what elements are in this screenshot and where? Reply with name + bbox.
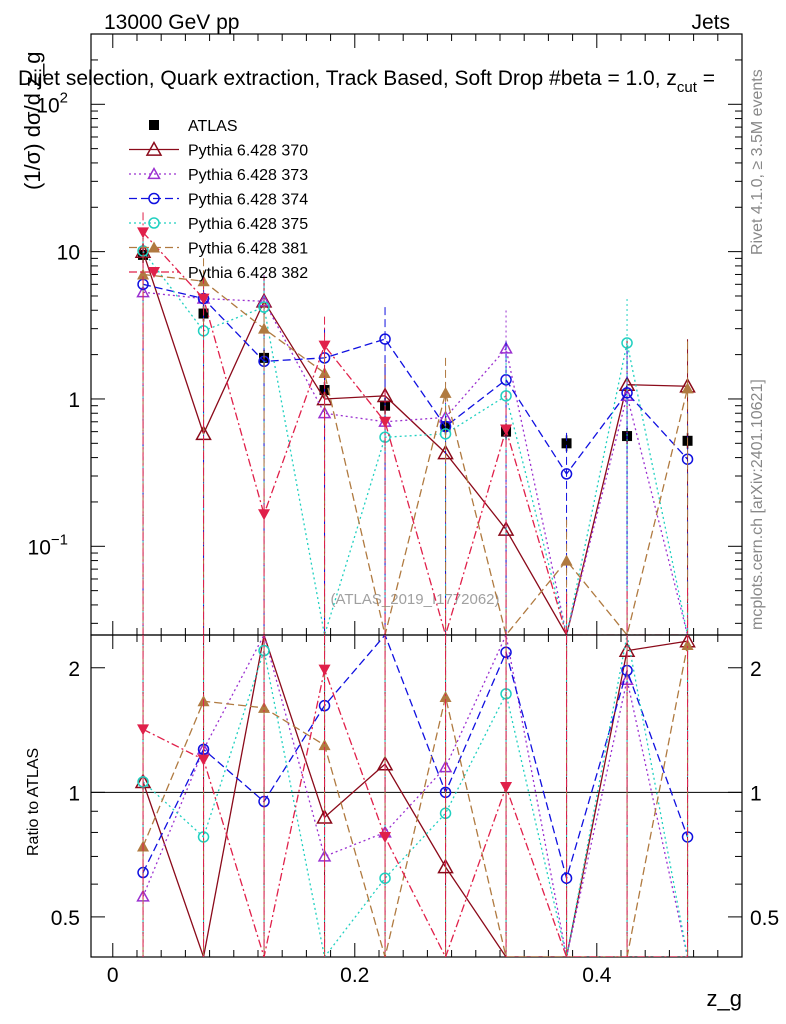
ratio-plot-layer: 0 0.2 0.4 0.5 0.5 1 1 2 2 [51,634,779,987]
ratio-series-group [134,635,696,957]
ratio-tick-label-right: 2 [750,658,762,681]
plot-title: Dijet selection, Quark extraction, Track… [18,67,715,96]
point-p381 [439,386,452,398]
point-p375 [621,337,633,349]
legend-marker-p375 [148,217,160,229]
main-plot-layer: 10−1 1 10 102 [28,33,743,636]
x-tick-label: 0.4 [582,964,612,987]
ratio-point-p381 [439,690,452,702]
point-p381 [258,322,271,334]
series-line-p373 [142,291,689,635]
point-p381 [681,382,694,394]
atlas-data-point [561,438,572,449]
ratio-point-p382 [197,754,210,766]
ratio-tick-label-right: 0.5 [750,907,779,930]
ratio-tick-label-right: 1 [750,782,762,805]
ratio-point-p374 [560,872,573,884]
main-series-group [134,212,696,635]
legend-label-p373: Pythia 6.428 373 [188,167,308,184]
series-line-p375 [142,250,689,635]
point-p375 [500,390,512,402]
legend-marker-p370 [145,140,163,156]
y-axis-label-text: (1/σ) dσ/d z_g [20,52,45,190]
ratio-point-p382 [318,664,331,676]
plot-title-main: Dijet selection, Quark extraction, Track… [18,67,677,90]
point-p382 [500,424,513,436]
point-p382 [197,293,210,305]
legend-label-p381: Pythia 6.428 381 [188,241,308,258]
ratio-point-p382 [379,831,392,843]
legend-marker-p381 [148,241,160,253]
x-tick-label: 0 [107,964,119,987]
point-p374 [560,468,573,480]
point-p374 [379,333,391,345]
y-tick-label: 1 [68,389,80,412]
point-p374 [621,387,633,399]
rivet-version-label: Rivet 4.1.0, ≥ 3.5M events [749,69,766,255]
header-energy-label: 13000 GeV pp [104,11,239,34]
analysis-watermark: (ATLAS_2019_I1772062) [330,591,499,608]
ratio-point-p375 [379,872,391,884]
mcplots-label: mcplots.cern.ch [arXiv:2401.10621] [749,379,766,630]
ratio-point-p381 [258,701,271,713]
legend-label-p370: Pythia 6.428 370 [188,143,308,160]
ratio-line-p374 [142,635,689,881]
ratio-point-p382 [137,724,150,736]
y-axis-label: (1/σ) dσ/d z_g [20,52,45,190]
legend-marker-p374 [148,192,160,205]
legend-marker-p373 [147,166,161,180]
ratio-point-p381 [318,739,331,751]
header-jets-label: Jets [691,11,730,34]
legend-label-ATLAS: ATLAS [188,118,238,135]
ratio-plot-frame [90,634,743,958]
series-line-p374 [142,283,689,476]
series-line-p381 [142,273,689,635]
series-line-p370 [142,251,688,635]
ratio-line-p370 [142,635,688,957]
point-p382 [318,340,331,352]
ratio-point-p382 [500,782,513,794]
plot-title-tail: = [697,67,715,90]
ratio-line-p375 [142,635,689,957]
point-p375 [439,428,452,440]
x-axis-label: z_g [707,986,742,1011]
point-p382 [137,227,150,239]
ratio-line-p381 [142,644,689,957]
legend-marker-ATLAS [149,120,159,130]
legend-label-p374: Pythia 6.428 374 [188,192,308,209]
ratio-point-p381 [681,639,694,651]
point-p382 [258,509,271,521]
legend-label-p382: Pythia 6.428 382 [188,265,308,282]
y-tick-label: 102 [36,89,68,117]
ratio-line-p373 [142,635,689,957]
legend: ATLAS Pythia 6.428 370 Pythia 6.428 373 Pyt… [129,118,308,282]
ratio-tick-label: 1 [68,782,80,805]
ratio-tick-label: 0.5 [51,907,80,930]
y-tick-label: 10 [57,242,80,265]
point-p382 [379,416,392,428]
plot-title-sub: cut [677,79,698,96]
point-p381 [560,554,573,566]
point-p373 [499,341,513,354]
ratio-y-axis-label: Ratio to ATLAS [25,748,42,856]
legend-label-p375: Pythia 6.428 375 [188,216,308,233]
legend-marker-p382 [148,267,160,278]
ratio-point-p370 [437,858,454,874]
x-tick-label: 0.2 [340,964,369,987]
series-line-p382 [142,231,688,635]
ratio-tick-label: 2 [68,658,80,681]
y-tick-label: 10−1 [28,531,68,559]
point-p375 [258,301,270,313]
point-p381 [137,268,150,280]
